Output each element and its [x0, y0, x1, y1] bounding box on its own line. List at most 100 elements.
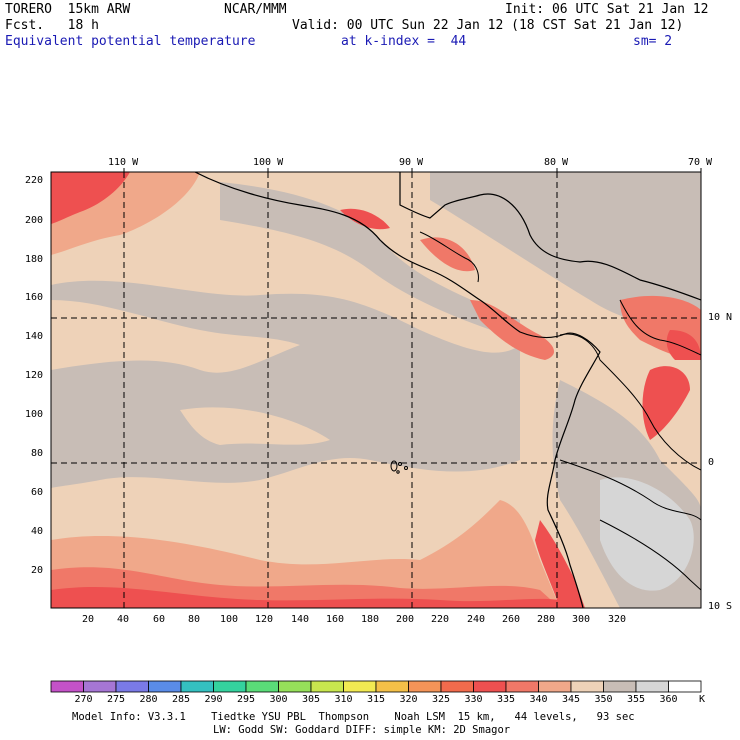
model-info-line2: LW: Godd SW: Goddard DIFF: simple KM: 2D… [213, 724, 511, 736]
y-tick: 60 [31, 487, 44, 498]
colorbar-label: 285 [171, 694, 191, 705]
x-tick: 200 [396, 614, 415, 625]
colorbar-swatch [570, 680, 604, 693]
field-325-peru [535, 520, 585, 608]
galapagos-islands [390, 460, 408, 474]
colorbar-label: 360 [659, 694, 678, 705]
x-tick: 320 [608, 614, 627, 625]
y-tick: 40 [31, 526, 44, 537]
field-330-costarica [470, 300, 555, 360]
colorbar-swatch [375, 680, 409, 693]
y-tick: 140 [25, 331, 44, 342]
field-345-north [220, 182, 520, 340]
map-frame [50, 171, 702, 609]
valid-time: Valid: 00 UTC Sun 22 Jan 12 (18 CST Sat … [292, 18, 684, 33]
field-330-guatemala [420, 237, 475, 272]
lat-label: 10 S [708, 601, 733, 612]
x-tick: 260 [502, 614, 521, 625]
field-325-maracaibo [666, 330, 701, 360]
x-tick: 160 [326, 614, 345, 625]
colorbar-swatch [440, 680, 474, 693]
colorbar-label: 330 [464, 694, 483, 705]
colorbar-swatch [310, 680, 344, 693]
lon-label: 90 W [399, 157, 424, 168]
colorbar-swatch [408, 680, 442, 693]
colorbar-swatch [505, 680, 539, 693]
field-325-nw [51, 172, 130, 224]
caribbean-coastline [399, 172, 701, 301]
field-325-south [51, 586, 560, 608]
colorbar-swatch [83, 680, 117, 693]
x-tick: 40 [117, 614, 130, 625]
colorbar-swatch [278, 680, 312, 693]
colorbar-label: 345 [561, 694, 581, 705]
lon-label: 70 W [688, 157, 713, 168]
peru-brazil-border [599, 519, 701, 591]
central-america-border [419, 231, 479, 283]
colorbar-label: 290 [204, 694, 223, 705]
colorbar-label: 310 [334, 694, 353, 705]
colorbar-swatch [50, 680, 84, 693]
colorbar-swatch [213, 680, 247, 693]
x-tick: 300 [572, 614, 591, 625]
colorbar-label: 275 [106, 694, 126, 705]
y-tick: 220 [25, 175, 44, 186]
colorbar-swatch [180, 680, 214, 693]
y-tick: 160 [25, 292, 44, 303]
y-tick: 200 [25, 215, 44, 226]
colorbar-label: 335 [496, 694, 516, 705]
x-tick: 220 [431, 614, 450, 625]
forecast-hour: Fcst. 18 h [5, 18, 99, 33]
colorbar-swatch [115, 680, 149, 693]
level-label: at k-index = 44 [341, 34, 467, 49]
ecuador-peru-border [559, 459, 701, 521]
field-325-mexico [340, 208, 390, 230]
venezuela-coast [619, 299, 701, 356]
x-tick: 80 [188, 614, 201, 625]
colorbar-swatch [473, 680, 507, 693]
colorbar-swatch [635, 680, 669, 693]
colorbar-label: 355 [626, 694, 646, 705]
colorbar-label: 280 [139, 694, 158, 705]
model-info-line1: Model Info: V3.3.1 Tiedtke YSU PBL Thomp… [72, 711, 635, 723]
field-340-patch [180, 407, 330, 445]
colorbar-label: 300 [269, 694, 288, 705]
field-345-caribbean [430, 172, 701, 330]
colorbar-swatch [668, 680, 702, 693]
x-tick: 140 [291, 614, 310, 625]
colorbar-label: 340 [529, 694, 548, 705]
lon-label: 100 W [253, 157, 284, 168]
colorbar-swatch [148, 680, 182, 693]
x-tick: 20 [82, 614, 95, 625]
init-time: Init: 06 UTC Sat 21 Jan 12 [505, 2, 709, 17]
x-tick: 240 [467, 614, 486, 625]
theta-e-field [51, 172, 701, 608]
colorbar-label: 315 [366, 694, 386, 705]
organization: NCAR/MMM [224, 2, 287, 17]
lat-label: 0 [708, 457, 715, 468]
colorbar-label: 320 [399, 694, 418, 705]
y-tick: 80 [31, 448, 44, 459]
colorbar-swatch [538, 680, 572, 693]
y-tick: 20 [31, 565, 44, 576]
x-tick: 100 [220, 614, 239, 625]
model-name: TORERO 15km ARW [5, 2, 131, 17]
colorbar-label: 305 [301, 694, 321, 705]
lon-label: 80 W [544, 157, 569, 168]
x-tick: 280 [537, 614, 556, 625]
colombia-border [559, 333, 701, 471]
colorbar-swatch [343, 680, 377, 693]
x-tick: 180 [361, 614, 380, 625]
field-325-colombia [642, 366, 690, 440]
lat-lon-grid [51, 172, 701, 608]
top-ticks [123, 168, 702, 172]
lat-label: 10 N [708, 312, 733, 323]
colorbar-swatch [245, 680, 279, 693]
colorbar-unit: K [699, 694, 706, 705]
smoothing-label: sm= 2 [633, 34, 673, 49]
colorbar-swatch [603, 680, 637, 693]
x-tick: 60 [153, 614, 166, 625]
y-tick: 180 [25, 254, 44, 265]
